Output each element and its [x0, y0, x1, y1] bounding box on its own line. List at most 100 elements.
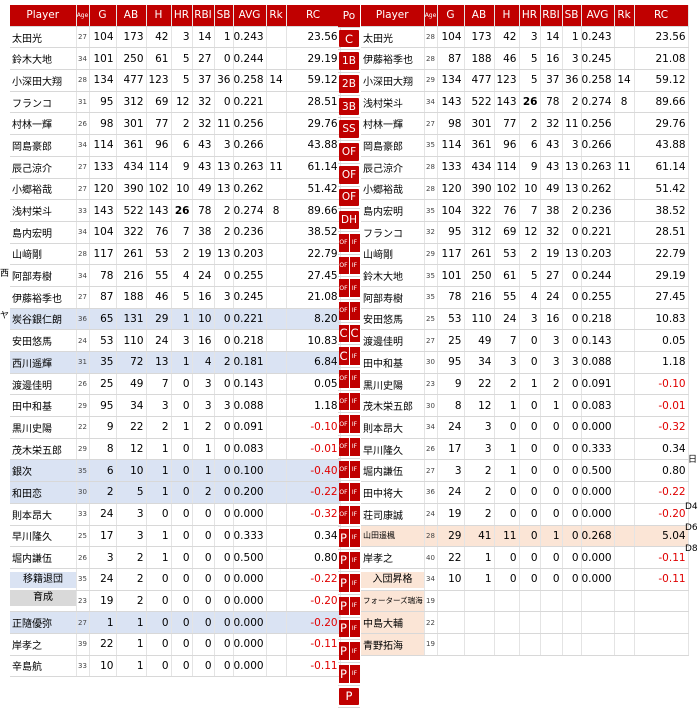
stat-rbi: 0 [540, 481, 563, 504]
player-age: 28 [424, 26, 438, 49]
stat-sb: 0 [562, 503, 582, 526]
stat-rc: -0.32 [286, 503, 341, 526]
player-age: 31 [76, 351, 90, 374]
stat-avg: 0.000 [233, 655, 267, 678]
stat-rk [266, 134, 287, 157]
stat-rk [614, 568, 635, 591]
stat-rbi [540, 590, 563, 613]
stat-sb: 13 [214, 178, 234, 201]
stat-ab: 34 [116, 394, 147, 418]
stat-ab: 1 [464, 568, 495, 591]
stat-rc: 29.19 [634, 264, 689, 287]
stat-avg: 0.000 [233, 503, 267, 526]
stat-hr: 0 [171, 459, 193, 483]
position-cell: P IF [338, 595, 360, 618]
player-name: 辛島航 [10, 655, 77, 678]
table-row: 島内宏明 35 104 322 76 7 38 2 0.236 38.52 [361, 199, 689, 222]
position-badge: IF [349, 347, 360, 365]
stat-avg: 0.258 [233, 69, 267, 92]
player-name: 小郷裕哉 [361, 178, 425, 201]
stat-h: 3 [494, 351, 520, 374]
stat-ab: 131 [116, 308, 147, 331]
player-age: 29 [76, 438, 90, 461]
position-cell: C IF [338, 345, 360, 368]
stat-rc: -0.22 [634, 481, 689, 504]
player-age: 19 [424, 633, 438, 656]
stat-g: 24 [437, 481, 465, 504]
table-row: 小郷裕哉 28 120 390 102 10 49 13 0.262 51.42 [361, 178, 689, 201]
stat-avg: 0.236 [581, 199, 615, 222]
stat-h: 53 [146, 243, 172, 266]
stat-g: 95 [437, 351, 465, 374]
stat-rk [614, 243, 635, 266]
table-row: 岡島豪郎 34 114 361 96 6 43 3 0.266 43.88 [10, 134, 341, 157]
player-name: 辰己涼介 [10, 156, 77, 179]
table-row: 浅村栄斗 34 143 522 143 26 78 2 0.274 8 89.66 [361, 91, 689, 114]
stat-g: 114 [89, 134, 117, 157]
stat-sb: 0 [214, 525, 234, 548]
stat-rk [266, 590, 287, 613]
table-row: 小郷裕哉 27 120 390 102 10 49 13 0.262 51.42 [10, 178, 341, 201]
stat-sb: 0 [214, 655, 234, 678]
stat-hr: 0 [171, 546, 193, 569]
player-name: 阿部寿樹 [361, 286, 425, 309]
stat-g: 104 [437, 199, 465, 222]
stat-rk [614, 178, 635, 201]
stat-ab: 250 [464, 264, 495, 287]
header-sb: SB [214, 5, 234, 27]
stat-hr: 9 [171, 156, 193, 179]
table-row: フランコ 31 95 312 69 12 32 0 0.221 28.51 [10, 91, 341, 114]
position-cell: OF IF [338, 413, 360, 437]
player-age: 27 [76, 611, 90, 634]
stat-rbi: 78 [192, 199, 215, 222]
stat-rc: 0.05 [634, 329, 689, 352]
stat-rbi: 32 [540, 112, 563, 136]
player-name: 堀内謙伍 [361, 459, 425, 483]
stat-avg: 0.100 [233, 459, 267, 483]
stat-sb: 0 [562, 308, 582, 331]
position-cell: 1B [338, 50, 360, 74]
stat-rbi: 4 [192, 351, 215, 374]
position-badge: IF [349, 279, 360, 297]
position-badge: C [349, 324, 360, 343]
stat-h: 114 [494, 156, 520, 179]
stat-rbi: 14 [192, 26, 215, 49]
player-age: 34 [424, 416, 438, 439]
stat-ab: 72 [116, 351, 147, 374]
stat-rk [266, 26, 287, 49]
stat-sb: 0 [562, 264, 582, 287]
stat-g: 78 [437, 286, 465, 309]
stat-rc: 51.42 [286, 178, 341, 201]
stat-g: 98 [89, 112, 117, 136]
stat-rc: -0.20 [286, 611, 341, 634]
table-row: 村林一輝 27 98 301 77 2 32 11 0.256 29.76 [361, 112, 689, 136]
stat-ab: 301 [464, 112, 495, 136]
stat-avg: 0.221 [581, 221, 615, 244]
player-age: 28 [424, 178, 438, 201]
player-name: 荘司康誠 [361, 503, 425, 526]
side-mark-ya: ヤ [0, 311, 10, 321]
stat-hr: 0 [171, 655, 193, 678]
stat-hr: 26 [171, 199, 193, 222]
stat-sb: 0 [214, 568, 234, 591]
stat-rk [614, 459, 635, 483]
stat-avg: 0.200 [233, 481, 267, 504]
player-name: 安田悠馬 [361, 308, 425, 331]
stat-avg: 0.333 [581, 438, 615, 461]
stat-rk [266, 459, 287, 483]
player-name: 山﨑剛 [361, 243, 425, 266]
player-age: 28 [424, 525, 438, 548]
stat-hr: 5 [519, 264, 541, 287]
table-row: 村林一輝 26 98 301 77 2 32 11 0.256 29.76 [10, 112, 341, 136]
header-age: Age [424, 5, 438, 27]
player-name: 伊藤裕季也 [10, 286, 77, 309]
stat-rc: 43.88 [286, 134, 341, 157]
stat-rbi: 0 [540, 503, 563, 526]
stat-rc: 43.88 [634, 134, 689, 157]
stat-rc: 8.20 [286, 308, 341, 331]
stat-ab: 216 [464, 286, 495, 309]
stat-ab: 261 [464, 243, 495, 266]
stat-ab: 522 [464, 91, 495, 114]
stat-ab: 216 [116, 264, 147, 287]
player-age: 34 [424, 91, 438, 114]
